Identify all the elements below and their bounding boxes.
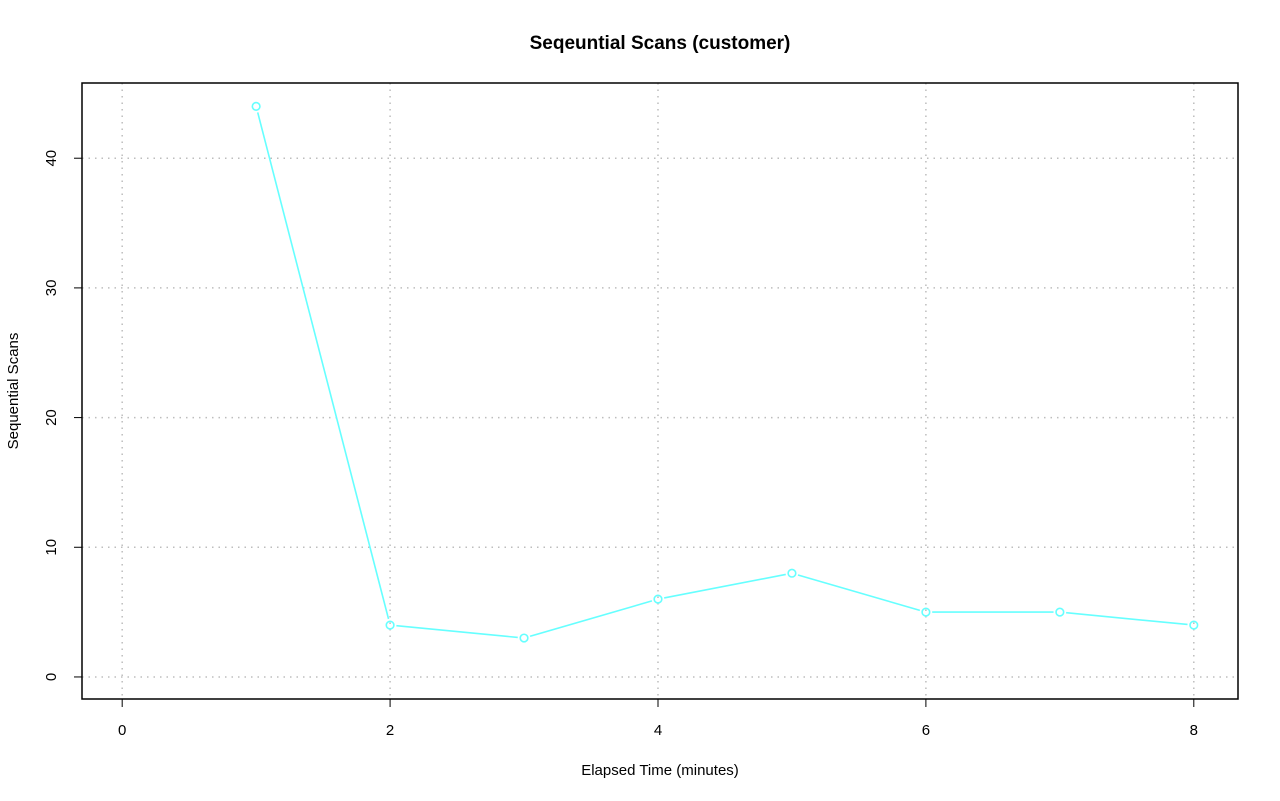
y-tick-label: 30 [43, 280, 60, 297]
chart-title: Seqeuntial Scans (customer) [530, 33, 791, 54]
data-point [1055, 607, 1065, 617]
grid [82, 83, 1238, 699]
data-point [519, 633, 529, 643]
y-tick-label: 0 [43, 673, 60, 681]
data-point [251, 101, 261, 111]
x-axis: 0 2 4 6 8 [118, 699, 1198, 739]
x-axis-label: Elapsed Time (minutes) [581, 762, 739, 779]
y-tick-label: 10 [43, 539, 60, 556]
plot-frame [81, 82, 1239, 700]
y-tick-label: 40 [43, 150, 60, 167]
series-line-segment [797, 574, 921, 612]
data-point [653, 594, 663, 604]
y-axis: 0 10 20 30 40 [43, 150, 82, 681]
x-tick-label: 0 [118, 722, 126, 739]
x-tick-label: 2 [386, 722, 394, 739]
series-line-segment [396, 624, 518, 639]
y-axis-label: Sequential Scans [5, 333, 22, 450]
x-tick-label: 6 [922, 722, 930, 739]
series-line-segment [664, 573, 786, 599]
series-layer [251, 101, 1199, 643]
data-point [385, 620, 395, 630]
data-point [787, 568, 797, 578]
x-tick-label: 4 [654, 722, 662, 739]
series-line-segment [529, 600, 653, 638]
series-line-segment [1066, 611, 1188, 626]
x-tick-label: 8 [1190, 722, 1198, 739]
data-point [921, 607, 931, 617]
data-point [1189, 620, 1199, 630]
y-tick-label: 20 [43, 409, 60, 426]
series-line-segment [256, 112, 390, 620]
